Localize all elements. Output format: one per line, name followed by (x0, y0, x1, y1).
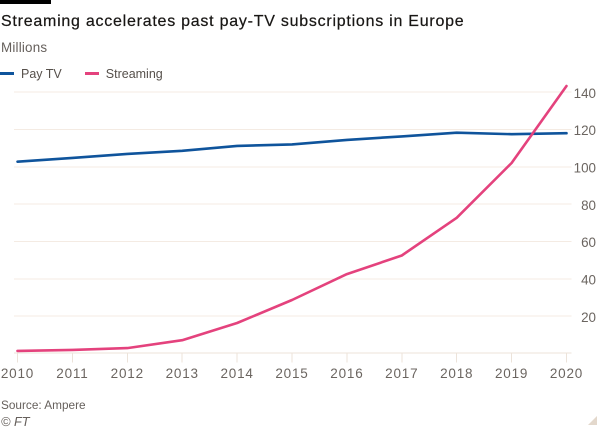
svg-text:120: 120 (574, 123, 596, 138)
svg-text:2017: 2017 (385, 366, 418, 381)
svg-text:2015: 2015 (275, 366, 308, 381)
svg-text:2013: 2013 (166, 366, 199, 381)
svg-text:2014: 2014 (220, 366, 253, 381)
svg-text:2010: 2010 (1, 366, 34, 381)
svg-text:2012: 2012 (111, 366, 144, 381)
svg-text:40: 40 (581, 272, 596, 287)
svg-text:2018: 2018 (440, 366, 473, 381)
svg-text:60: 60 (581, 235, 596, 250)
svg-text:2019: 2019 (495, 366, 528, 381)
svg-text:140: 140 (574, 86, 596, 101)
svg-text:100: 100 (574, 160, 596, 175)
svg-text:2016: 2016 (330, 366, 363, 381)
svg-text:80: 80 (581, 198, 596, 213)
svg-text:2011: 2011 (56, 366, 88, 381)
svg-text:20: 20 (581, 310, 596, 325)
svg-text:2020: 2020 (550, 366, 583, 381)
